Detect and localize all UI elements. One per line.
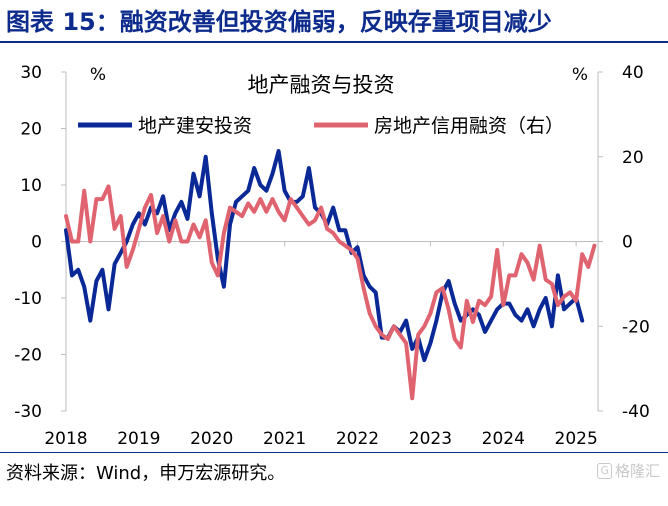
legend-label-credit: 房地产信用融资（右） xyxy=(374,115,564,137)
gelonghui-logo-icon: G xyxy=(597,463,612,479)
tick-layer: 30 20 10 0 -10 -20 -30 40 20 0 -20 -40 2018 2019 2020 2… xyxy=(14,63,650,449)
x-tick-label: 2019 xyxy=(117,429,160,449)
line-chart: 30 20 10 0 -10 -20 -30 40 20 0 -20 -40 2018 2019 2020 2… xyxy=(14,63,650,449)
x-tick-label: 2023 xyxy=(409,429,452,449)
legend: 地产建安投资 房地产信用融资（右） xyxy=(78,115,564,137)
series-line-credit xyxy=(64,184,597,401)
x-tick-label: 2021 xyxy=(263,429,306,449)
source-note: 资料来源：Wind，申万宏源研究。 xyxy=(6,463,286,484)
left-tick-label: 10 xyxy=(20,176,42,196)
right-tick-label: 40 xyxy=(622,63,644,83)
legend-label-investment: 地产建安投资 xyxy=(138,115,252,137)
right-tick-label: -40 xyxy=(622,402,650,422)
x-tick-label: 2018 xyxy=(44,429,87,449)
right-tick-label: -20 xyxy=(622,317,650,337)
left-tick-label: -10 xyxy=(14,289,42,309)
left-axis-unit: % xyxy=(90,65,106,85)
left-tick-label: 30 xyxy=(20,63,42,83)
left-tick-label: 20 xyxy=(20,120,42,140)
series-layer xyxy=(64,149,597,401)
watermark: G 格隆汇 xyxy=(597,460,660,481)
right-tick-label: 20 xyxy=(622,148,644,168)
x-tick-label: 2022 xyxy=(336,429,379,449)
left-tick-label: -30 xyxy=(14,402,42,422)
left-tick-label: 0 xyxy=(31,233,42,253)
watermark-text: 格隆汇 xyxy=(614,462,660,480)
x-tick-label: 2020 xyxy=(190,429,233,449)
x-tick-label: 2024 xyxy=(482,429,525,449)
chart-title: 地产融资与投资 xyxy=(248,73,395,97)
title-rule xyxy=(0,41,668,43)
right-axis-unit: % xyxy=(572,65,588,85)
x-tick-label: 2025 xyxy=(555,429,598,449)
series-line-investment xyxy=(64,149,585,363)
right-tick-label: 0 xyxy=(622,233,633,253)
figure-title: 图表 15：融资改善但投资偏弱，反映存量项目减少 xyxy=(6,8,552,36)
footer-rule xyxy=(0,452,668,453)
left-tick-label: -20 xyxy=(14,346,42,366)
